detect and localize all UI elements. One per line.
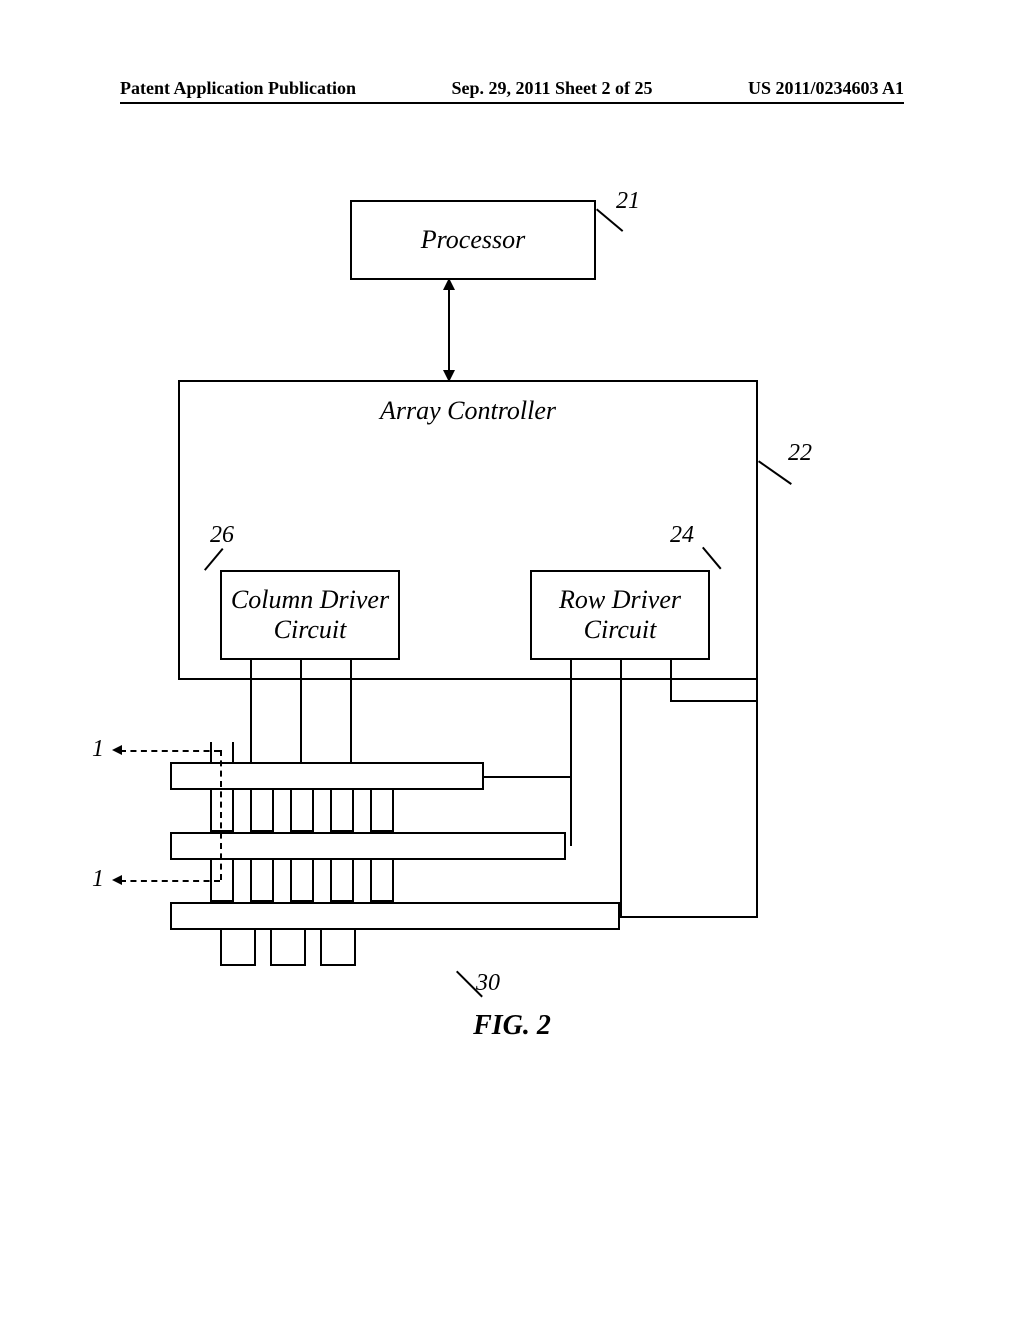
leader-22 <box>758 460 792 485</box>
pixel-tab <box>250 860 274 902</box>
column-driver-block: Column Driver Circuit <box>220 570 400 660</box>
ref-30: 30 <box>476 970 500 997</box>
header-right: US 2011/0234603 A1 <box>748 78 904 99</box>
row-line-3c <box>756 680 758 916</box>
pixel-tab <box>290 790 314 832</box>
section-arrow-1b-icon <box>112 875 122 885</box>
figure-caption: FIG. 2 <box>0 1010 1024 1042</box>
pixel-tab <box>210 742 234 764</box>
row-line-3a <box>670 660 672 700</box>
col-line-2 <box>300 660 302 762</box>
ref-24: 24 <box>670 522 694 549</box>
row-driver-label: Row Driver Circuit <box>559 585 681 645</box>
pixel-tab <box>250 790 274 832</box>
figure-2-diagram: Processor 21 Array Controller 22 Column … <box>160 200 840 1100</box>
pixel-tab <box>370 790 394 832</box>
col-line-1 <box>250 660 252 762</box>
row-line-1 <box>570 660 572 846</box>
ref-26: 26 <box>210 522 234 549</box>
pixel-tab <box>370 860 394 902</box>
page-header: Patent Application Publication Sep. 29, … <box>0 78 1024 99</box>
pixel-tab <box>210 790 234 832</box>
arrow-head-up-icon <box>443 278 455 290</box>
col-driver-label: Column Driver Circuit <box>231 585 389 645</box>
row-electrode-2 <box>170 832 566 860</box>
pixel-tab <box>330 860 354 902</box>
processor-label: Processor <box>421 225 525 255</box>
pixel-tab <box>220 930 256 966</box>
controller-label: Array Controller <box>380 396 556 426</box>
row-electrode-1 <box>170 762 484 790</box>
row-driver-block: Row Driver Circuit <box>530 570 710 660</box>
row-line-2 <box>620 660 622 916</box>
pixel-tab <box>330 790 354 832</box>
ref-one-b: 1 <box>92 866 104 893</box>
row-line-3d <box>620 916 758 918</box>
row-electrode-3 <box>170 902 620 930</box>
row-conn-1 <box>484 776 570 778</box>
header-center: Sep. 29, 2011 Sheet 2 of 25 <box>451 78 652 99</box>
processor-block: Processor <box>350 200 596 280</box>
pixel-tab <box>320 930 356 966</box>
proc-ctrl-link <box>448 280 450 380</box>
ref-22: 22 <box>788 440 812 467</box>
header-rule <box>120 102 904 104</box>
section-arrow-1a-icon <box>112 745 122 755</box>
ref-one-a: 1 <box>92 736 104 763</box>
row-line-3b <box>670 700 758 702</box>
section-line-1b <box>120 880 220 882</box>
section-line-1a <box>120 750 220 752</box>
pixel-tab <box>290 860 314 902</box>
pixel-tab <box>270 930 306 966</box>
ref-21: 21 <box>616 188 640 215</box>
header-left: Patent Application Publication <box>120 78 356 99</box>
section-line-v <box>220 750 222 880</box>
col-line-3 <box>350 660 352 762</box>
